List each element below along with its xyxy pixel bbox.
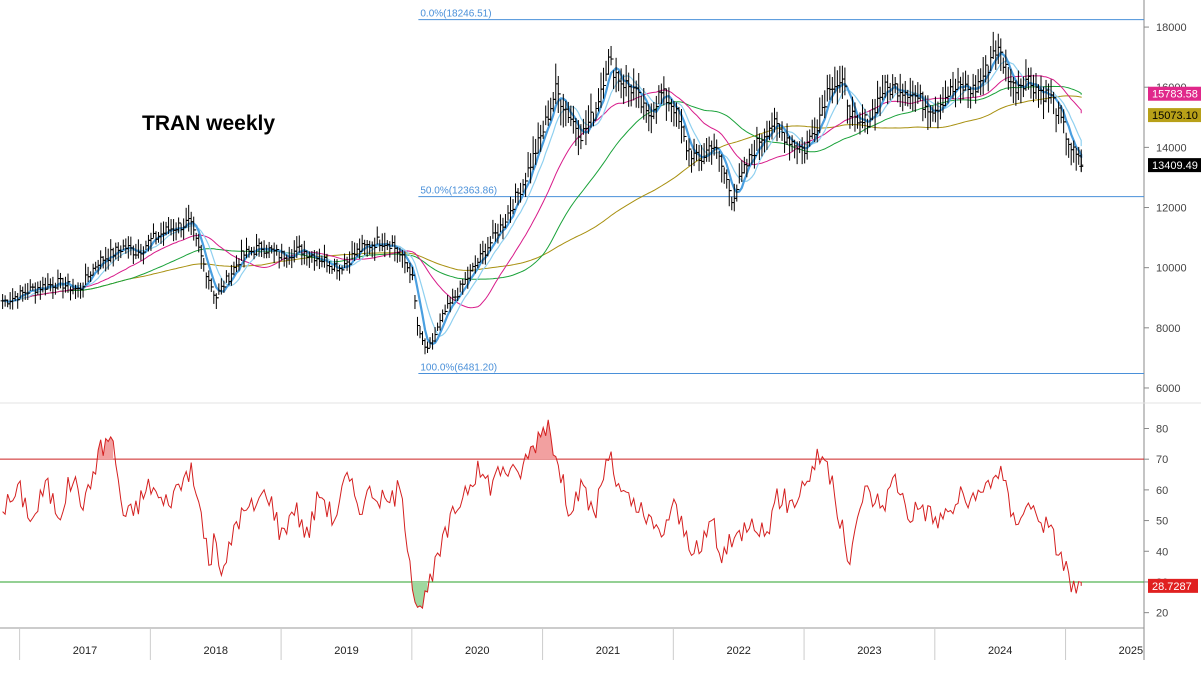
- price-axis-tick-label: 6000: [1156, 383, 1180, 395]
- year-label: 2019: [334, 645, 358, 657]
- price-axis-tick-label: 10000: [1156, 263, 1187, 275]
- oscillator-value-tag: 28.7287: [1148, 578, 1198, 593]
- ma-26-value-tag-text: 15783.58: [1152, 89, 1198, 101]
- ma-26-value-tag-bg: [1148, 86, 1201, 101]
- ma-104-value-tag-text: 15073.10: [1152, 110, 1198, 122]
- ma-52-line: [2, 85, 1082, 303]
- year-label: 2017: [73, 645, 97, 657]
- ma-104-value-tag: 15073.10: [1148, 108, 1201, 123]
- oscillator-value-tag-text: 28.7287: [1152, 581, 1192, 593]
- time-axis: 2017 2018 2019 2020 2021 2022 2023 2024 2025: [19, 628, 1143, 660]
- oscillator-axis-tick-label: 50: [1156, 516, 1168, 528]
- price-axis-tick-label: 14000: [1156, 142, 1187, 154]
- oscillator-axis-tick-label: 60: [1156, 485, 1168, 497]
- oscillator-axis-tick-label: 40: [1156, 546, 1168, 558]
- price-axis-tick-label: 8000: [1156, 323, 1180, 335]
- oscillator-value-tag-bg: [1148, 578, 1198, 593]
- last-price-tag: 13409.49: [1148, 158, 1201, 173]
- last-price-tag-text: 13409.49: [1152, 160, 1198, 172]
- oscillator-axis-tick-label: 20: [1156, 608, 1168, 620]
- year-label: 2021: [596, 645, 620, 657]
- ma-26-line: [2, 75, 1082, 309]
- fibonacci-levels: 0.0%(18246.51) 50.0%(12363.86) 100.0%(6481…: [418, 9, 1144, 374]
- year-label: 2024: [988, 645, 1012, 657]
- overbought-fill: [525, 419, 556, 460]
- year-label: 2020: [465, 645, 489, 657]
- ma-10-line: [2, 60, 1082, 337]
- overbought-fill: [98, 436, 114, 460]
- chart-title: TRAN weekly: [142, 112, 276, 135]
- fib-label: 50.0%(12363.86): [420, 186, 497, 197]
- price-axis-tick-label: 12000: [1156, 203, 1187, 215]
- ma-5-line: [2, 50, 1083, 346]
- ma-26-value-tag: 15783.58: [1148, 86, 1201, 101]
- fib-label: 100.0%(6481.20): [420, 362, 497, 373]
- fib-label: 0.0%(18246.51): [420, 9, 491, 20]
- year-label: 2025: [1119, 645, 1143, 657]
- oscillator-line: [2, 419, 1082, 610]
- oversold-fill: [412, 582, 428, 609]
- year-label: 2018: [203, 645, 227, 657]
- price-bars: [0, 31, 1084, 355]
- year-label: 2022: [726, 645, 750, 657]
- oscillator-axis-tick-label: 70: [1156, 454, 1168, 466]
- year-label: 2023: [857, 645, 881, 657]
- price-axis: 600080001000012000140001600018000: [1144, 22, 1187, 395]
- price-axis-tick-label: 18000: [1156, 22, 1187, 34]
- oscillator-axis-tick-label: 80: [1156, 423, 1168, 435]
- ma-104-value-tag-bg: [1148, 108, 1201, 123]
- last-price-tag-bg: [1148, 158, 1201, 173]
